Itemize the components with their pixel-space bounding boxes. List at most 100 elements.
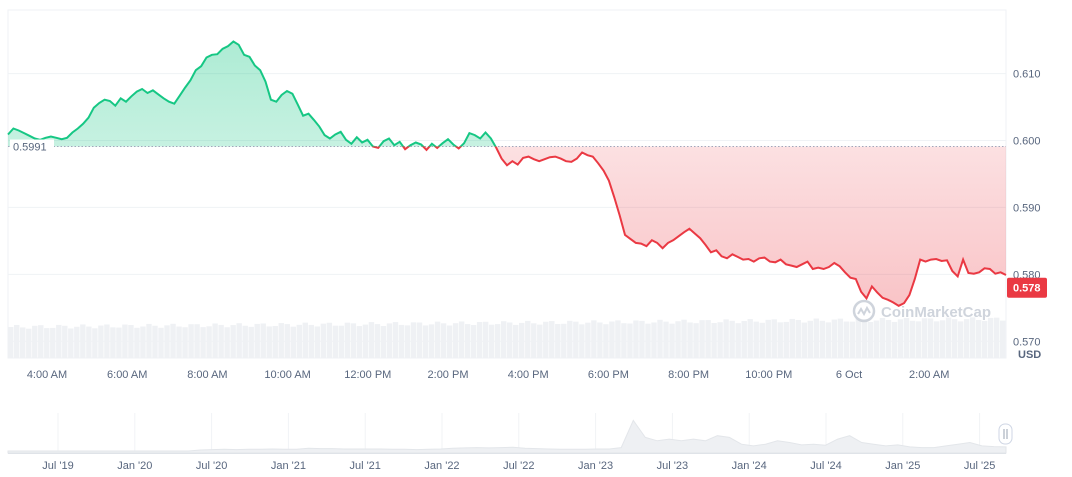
- volume-bar: [488, 324, 495, 358]
- x-tick-label: 8:00 PM: [668, 369, 709, 381]
- navigator-tick-label: Jul '24: [810, 460, 841, 472]
- volume-bar: [14, 324, 20, 358]
- volume-bar: [771, 319, 777, 358]
- volume-bar: [398, 324, 405, 358]
- volume-bar: [194, 324, 200, 358]
- volume-bar: [236, 323, 242, 358]
- navigator-tick-label: Jan '21: [271, 460, 306, 472]
- volume-bar: [116, 327, 122, 358]
- volume-bar: [633, 320, 639, 358]
- volume-bar: [458, 321, 465, 358]
- volume-bar: [579, 324, 585, 358]
- x-tick-label: 6 Oct: [836, 369, 862, 381]
- volume-bar: [128, 324, 134, 358]
- volume-bar: [837, 318, 844, 358]
- volume-bar: [350, 323, 357, 358]
- navigator-tick-label: Jan '23: [578, 460, 613, 472]
- volume-bar: [915, 321, 922, 358]
- volume-bar: [212, 323, 218, 358]
- volume-bar: [717, 322, 723, 358]
- navigator-tick-label: Jul '22: [503, 460, 534, 472]
- volume-bar: [320, 323, 327, 358]
- volume-bar: [32, 325, 38, 358]
- range-navigator[interactable]: Jul '19 Jan '20 Jul '20 Jan '21 Jul '21 Jan '…: [7, 413, 1013, 472]
- volume-bar: [891, 321, 898, 358]
- coinmarketcap-logo-icon: [852, 299, 876, 323]
- volume-bar: [567, 320, 573, 358]
- volume-bar: [50, 327, 56, 358]
- volume-bar: [675, 321, 681, 358]
- navigator-tick-label: Jul '19: [42, 460, 73, 472]
- navigator-tick-label: Jan '25: [885, 460, 920, 472]
- navigator-tick-label: Jul '21: [349, 460, 380, 472]
- volume-bar: [627, 323, 633, 358]
- volume-bar: [765, 319, 771, 358]
- volume-bar: [278, 323, 284, 358]
- volume-bar: [422, 325, 429, 358]
- x-tick-label: 2:00 AM: [909, 369, 949, 381]
- volume-bar: [819, 320, 826, 358]
- volume-bar: [134, 327, 140, 358]
- x-axis: 4:00 AM 6:00 AM 8:00 AM 10:00 AM 12:00 PM 2:0…: [27, 369, 950, 381]
- volume-bar: [176, 326, 182, 358]
- volume-bar: [609, 321, 615, 358]
- volume-bar: [206, 326, 212, 358]
- volume-bar: [158, 327, 164, 358]
- volume-bar: [885, 319, 892, 358]
- volume-bar: [747, 319, 753, 358]
- volume-bar: [801, 322, 808, 358]
- volume-bar: [266, 326, 272, 358]
- area-below-reference: [372, 146, 1006, 306]
- volume-bar: [591, 320, 597, 358]
- volume-bar: [56, 324, 62, 358]
- volume-bar: [645, 323, 651, 358]
- volume-bar: [440, 323, 447, 358]
- volume-bar: [140, 326, 146, 358]
- volume-bar: [555, 323, 561, 358]
- volume-bar: [807, 320, 814, 358]
- x-tick-label: 4:00 PM: [508, 369, 549, 381]
- navigator-tick-label: Jan '22: [424, 460, 459, 472]
- currency-label: USD: [1018, 349, 1041, 361]
- volume-bar: [867, 321, 874, 358]
- volume-bar: [362, 324, 369, 358]
- volume-bar: [789, 318, 795, 358]
- volume-bar: [759, 322, 765, 358]
- navigator-x-axis: Jul '19 Jan '20 Jul '20 Jan '21 Jul '21 Jan '…: [42, 460, 995, 472]
- volume-bar: [825, 322, 832, 358]
- volume-bar: [338, 325, 345, 358]
- volume-bar: [993, 317, 1000, 358]
- volume-bar: [446, 325, 453, 358]
- volume-bar: [404, 325, 411, 358]
- x-tick-label: 10:00 AM: [264, 369, 310, 381]
- volume-bar: [657, 319, 663, 358]
- volume-bar: [26, 328, 32, 358]
- volume-bar: [344, 322, 351, 358]
- volume-bar: [741, 321, 747, 358]
- volume-bar: [494, 324, 501, 358]
- volume-bar: [170, 323, 176, 358]
- price-line-down: [371, 146, 1007, 307]
- volume-bar: [74, 326, 80, 358]
- volume-bar: [308, 324, 315, 358]
- navigator-tick-label: Jul '20: [196, 460, 227, 472]
- volume-bar: [669, 323, 675, 358]
- volume-bar: [933, 321, 940, 358]
- volume-bar: [152, 325, 158, 358]
- navigator-tick-label: Jul '23: [657, 460, 688, 472]
- volume-bar: [332, 325, 339, 358]
- price-line-up: [7, 40, 497, 147]
- x-tick-label: 10:00 PM: [745, 369, 792, 381]
- volume-bar: [879, 318, 886, 358]
- volume-bar: [374, 324, 381, 358]
- volume-bar: [795, 319, 801, 358]
- navigator-handle[interactable]: [998, 423, 1013, 445]
- volume-bar: [513, 324, 519, 358]
- volume-bar: [897, 319, 904, 358]
- volume-bar: [188, 324, 194, 358]
- volume-bar: [945, 317, 952, 358]
- current-price-badge: 0.578: [1007, 277, 1047, 298]
- y-tick-label: 0.610: [1013, 69, 1041, 81]
- volume-bar: [585, 322, 591, 358]
